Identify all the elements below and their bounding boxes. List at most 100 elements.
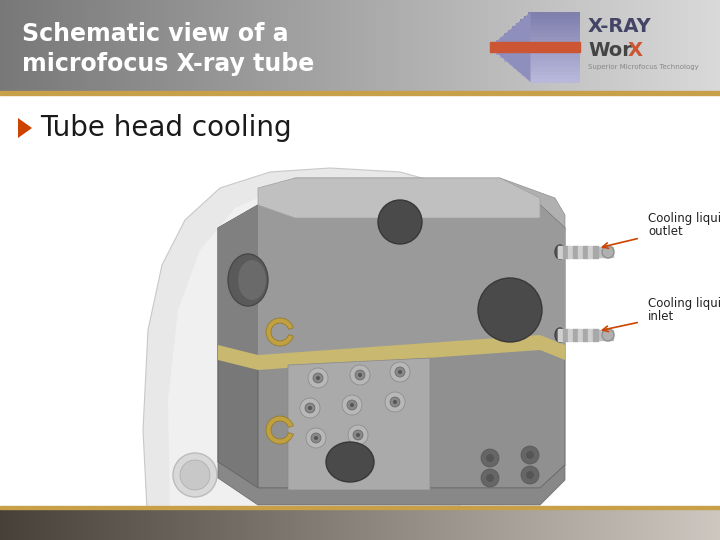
Bar: [36, 508, 39, 540]
Bar: [109, 0, 112, 93]
Bar: [437, 508, 440, 540]
Bar: [263, 0, 265, 93]
Bar: [302, 508, 305, 540]
Bar: [382, 508, 384, 540]
Bar: [459, 508, 462, 540]
Bar: [120, 508, 123, 540]
Bar: [137, 0, 139, 93]
Bar: [310, 508, 312, 540]
Bar: [247, 508, 250, 540]
Polygon shape: [512, 26, 580, 30]
Bar: [89, 508, 91, 540]
Bar: [407, 0, 409, 93]
Bar: [588, 508, 591, 540]
Bar: [311, 0, 314, 93]
Bar: [35, 0, 37, 93]
Bar: [690, 0, 692, 93]
Bar: [317, 508, 320, 540]
Bar: [425, 0, 427, 93]
Bar: [590, 0, 593, 93]
Bar: [505, 0, 508, 93]
Bar: [456, 508, 459, 540]
Bar: [565, 0, 567, 93]
Bar: [254, 508, 257, 540]
Text: X-RAY: X-RAY: [588, 17, 652, 36]
Bar: [166, 508, 168, 540]
Bar: [593, 329, 598, 341]
Bar: [394, 508, 397, 540]
Bar: [364, 0, 366, 93]
Ellipse shape: [555, 328, 565, 342]
Bar: [698, 0, 701, 93]
Bar: [223, 0, 225, 93]
Bar: [122, 0, 125, 93]
Bar: [605, 0, 607, 93]
Bar: [305, 508, 307, 540]
Bar: [583, 508, 586, 540]
Bar: [486, 0, 488, 93]
Bar: [27, 0, 30, 93]
Ellipse shape: [326, 442, 374, 482]
Polygon shape: [266, 416, 293, 444]
Bar: [326, 508, 329, 540]
Bar: [225, 508, 228, 540]
Polygon shape: [520, 19, 580, 23]
Bar: [583, 0, 585, 93]
Bar: [274, 508, 276, 540]
Bar: [281, 508, 284, 540]
Bar: [114, 0, 116, 93]
Bar: [430, 508, 433, 540]
Bar: [631, 508, 634, 540]
Bar: [675, 0, 678, 93]
Bar: [155, 0, 157, 93]
Bar: [287, 0, 289, 93]
Bar: [252, 0, 254, 93]
Bar: [508, 0, 510, 93]
Bar: [641, 508, 644, 540]
Bar: [301, 0, 303, 93]
Polygon shape: [288, 358, 430, 490]
Bar: [359, 0, 361, 93]
Bar: [338, 0, 341, 93]
Bar: [439, 0, 441, 93]
Bar: [61, 0, 63, 93]
Bar: [9, 0, 12, 93]
Bar: [360, 0, 362, 93]
Bar: [335, 0, 337, 93]
Bar: [482, 508, 485, 540]
Bar: [324, 0, 326, 93]
Bar: [13, 0, 15, 93]
Bar: [510, 0, 512, 93]
Circle shape: [486, 454, 494, 462]
Bar: [216, 0, 218, 93]
Bar: [387, 508, 390, 540]
Bar: [349, 0, 351, 93]
Bar: [711, 0, 714, 93]
Bar: [59, 0, 62, 93]
Bar: [92, 0, 94, 93]
Circle shape: [313, 373, 323, 383]
Bar: [491, 0, 494, 93]
Bar: [403, 508, 406, 540]
Text: Wor: Wor: [588, 40, 632, 59]
Bar: [324, 508, 327, 540]
Bar: [708, 508, 711, 540]
Bar: [207, 0, 210, 93]
Bar: [270, 0, 272, 93]
Bar: [680, 0, 683, 93]
Bar: [319, 0, 321, 93]
Bar: [108, 508, 111, 540]
Bar: [14, 0, 17, 93]
Bar: [661, 0, 663, 93]
Bar: [445, 0, 447, 93]
Bar: [541, 0, 544, 93]
Bar: [45, 508, 48, 540]
Bar: [459, 0, 462, 93]
Bar: [634, 508, 636, 540]
Bar: [243, 508, 246, 540]
Bar: [573, 246, 578, 258]
Bar: [504, 0, 506, 93]
Bar: [410, 0, 413, 93]
Bar: [47, 0, 49, 93]
Bar: [470, 0, 472, 93]
